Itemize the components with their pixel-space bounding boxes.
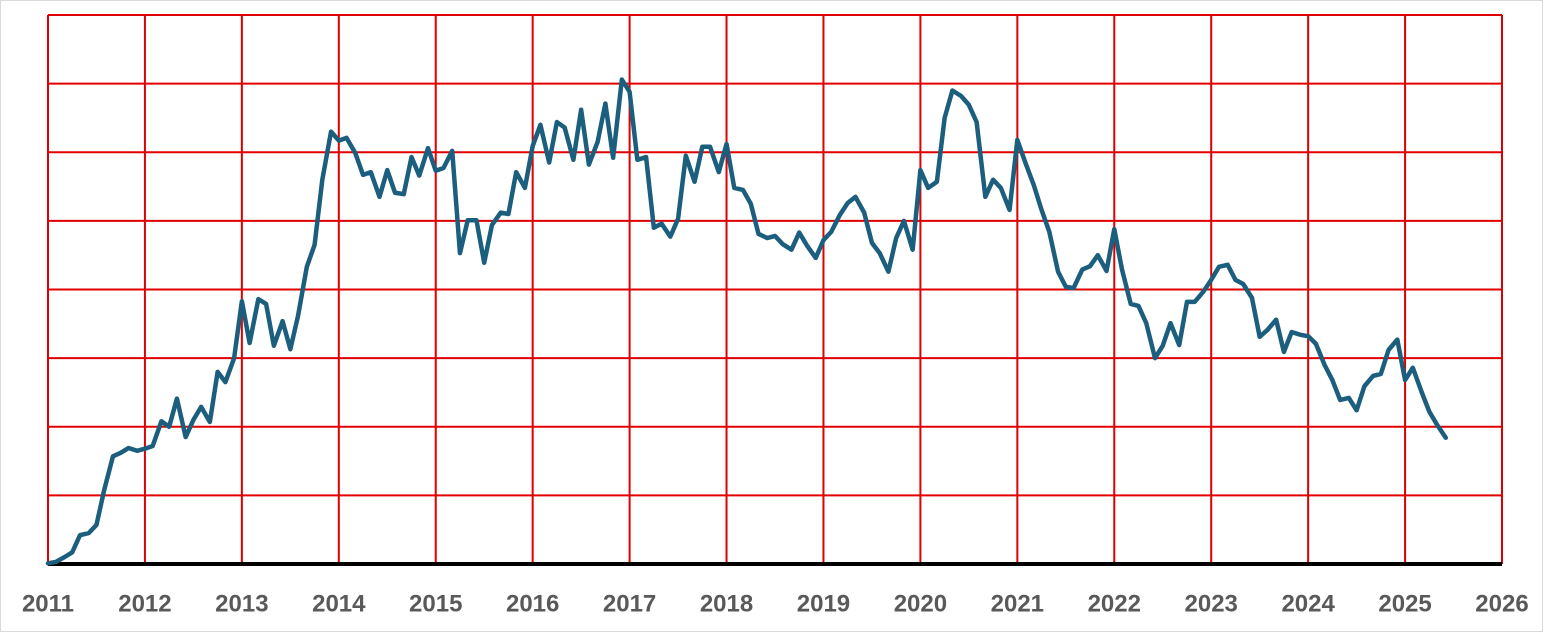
x-tick-label: 2014 bbox=[312, 590, 366, 617]
x-tick-label: 2011 bbox=[22, 590, 74, 617]
x-tick-label: 2019 bbox=[797, 590, 850, 617]
x-tick-label: 2022 bbox=[1088, 590, 1141, 617]
x-tick-label: 2016 bbox=[506, 590, 559, 617]
x-tick-label: 2018 bbox=[700, 590, 753, 617]
x-tick-label: 2026 bbox=[1475, 590, 1528, 617]
x-tick-label: 2015 bbox=[409, 590, 462, 617]
x-tick-label: 2025 bbox=[1378, 590, 1431, 617]
x-tick-label: 2020 bbox=[894, 590, 947, 617]
x-tick-label: 2023 bbox=[1185, 590, 1238, 617]
x-tick-label: 2012 bbox=[118, 590, 171, 617]
data-line bbox=[45, 77, 1449, 566]
x-tick-label: 2021 bbox=[991, 590, 1044, 617]
x-tick-label: 2024 bbox=[1281, 590, 1335, 617]
x-tick-label: 2017 bbox=[603, 590, 656, 617]
x-tick-label: 2013 bbox=[215, 590, 268, 617]
